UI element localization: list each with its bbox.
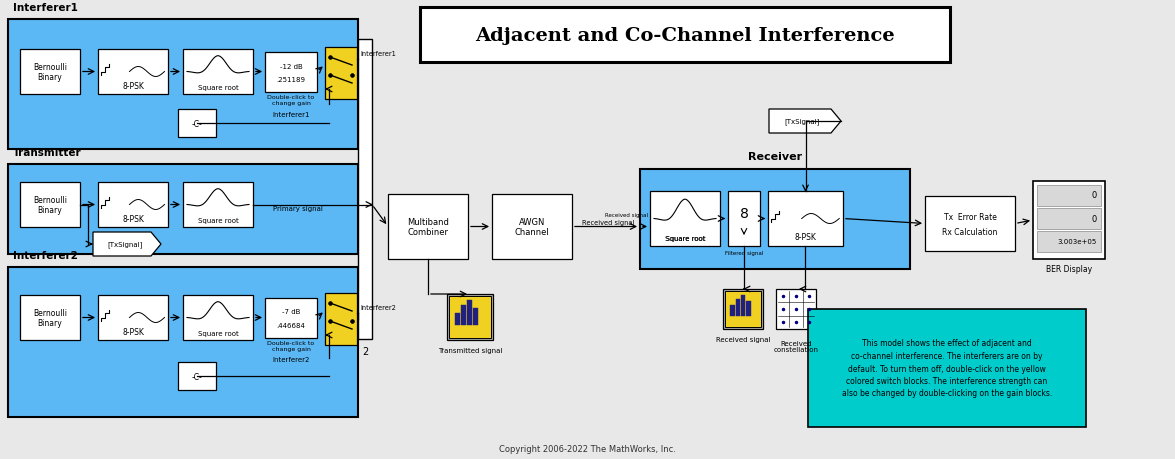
Text: 0: 0 xyxy=(1092,191,1097,200)
Bar xyxy=(266,298,317,338)
Text: Transmitted signal: Transmitted signal xyxy=(438,347,502,353)
Text: Primary signal: Primary signal xyxy=(273,205,323,211)
Text: 0: 0 xyxy=(1092,214,1097,223)
Text: Square root: Square root xyxy=(197,330,239,336)
Text: Received signal: Received signal xyxy=(716,336,771,342)
Text: -C-: -C- xyxy=(192,372,202,381)
Text: This model shows the effect of adjacent and
co-channel interference. The interfe: This model shows the effect of adjacent … xyxy=(841,339,1052,397)
Text: 8-PSK: 8-PSK xyxy=(122,82,143,91)
Bar xyxy=(325,48,357,100)
Bar xyxy=(462,306,466,326)
Text: Square root: Square root xyxy=(665,235,705,241)
Bar xyxy=(177,110,216,138)
Text: Interferer1: Interferer1 xyxy=(273,111,310,117)
Text: Received signal: Received signal xyxy=(582,219,634,225)
Bar xyxy=(455,313,461,326)
Bar xyxy=(358,40,372,339)
Polygon shape xyxy=(768,110,841,134)
Text: .446684: .446684 xyxy=(276,322,306,328)
Bar xyxy=(1038,231,1101,252)
Text: Interferer2: Interferer2 xyxy=(360,304,396,310)
Bar xyxy=(474,308,478,326)
Bar xyxy=(1038,208,1101,230)
Bar xyxy=(20,295,80,340)
Bar xyxy=(98,295,168,340)
Text: 8: 8 xyxy=(739,207,748,220)
Text: 3.003e+05: 3.003e+05 xyxy=(1058,239,1097,245)
Bar xyxy=(746,302,751,317)
Text: Filtered signal: Filtered signal xyxy=(725,250,764,255)
Bar xyxy=(183,295,253,340)
Text: Bernoulli
Binary: Bernoulli Binary xyxy=(33,196,67,215)
Text: 8-PSK: 8-PSK xyxy=(122,328,143,336)
Text: Double-click to
change gain: Double-click to change gain xyxy=(268,95,315,106)
Bar xyxy=(20,50,80,95)
Bar xyxy=(808,309,1086,427)
Bar xyxy=(1038,185,1101,207)
Bar xyxy=(741,295,745,317)
Bar xyxy=(725,291,761,327)
Text: Interferer2: Interferer2 xyxy=(273,357,310,363)
Text: Double-click to
change gain: Double-click to change gain xyxy=(268,341,315,351)
Text: Transmitter: Transmitter xyxy=(13,148,81,157)
Bar xyxy=(177,362,216,390)
Text: Adjacent and Co-Channel Interference: Adjacent and Co-Channel Interference xyxy=(475,27,895,45)
Text: .251189: .251189 xyxy=(276,77,306,83)
Text: Multiband
Combiner: Multiband Combiner xyxy=(407,217,449,237)
Text: Tx  Error Rate: Tx Error Rate xyxy=(944,213,996,222)
Text: Interferer1: Interferer1 xyxy=(360,51,396,57)
Bar xyxy=(492,195,572,259)
Bar xyxy=(468,301,472,326)
Bar xyxy=(266,52,317,92)
Bar xyxy=(419,8,951,63)
Bar xyxy=(8,268,358,417)
Bar xyxy=(1033,182,1104,259)
Text: BER Display: BER Display xyxy=(1046,265,1092,274)
Text: Square root: Square root xyxy=(197,218,239,224)
Polygon shape xyxy=(93,233,161,257)
Text: [TxSignal]: [TxSignal] xyxy=(107,241,142,248)
Text: Copyright 2006-2022 The MathWorks, Inc.: Copyright 2006-2022 The MathWorks, Inc. xyxy=(499,444,676,453)
Bar xyxy=(388,195,468,259)
Text: 8-PSK: 8-PSK xyxy=(122,215,143,224)
Bar xyxy=(183,183,253,228)
Bar xyxy=(650,191,720,246)
Bar xyxy=(449,297,491,338)
Text: 8-PSK: 8-PSK xyxy=(794,232,817,241)
Text: Interferer1: Interferer1 xyxy=(13,3,78,13)
Bar xyxy=(325,293,357,345)
Bar xyxy=(446,294,494,340)
Text: Interferer2: Interferer2 xyxy=(13,251,78,260)
Text: Received
constellation: Received constellation xyxy=(773,340,819,353)
Bar xyxy=(98,183,168,228)
Text: Rx Calculation: Rx Calculation xyxy=(942,228,998,237)
Bar xyxy=(736,299,740,317)
Text: -7 dB: -7 dB xyxy=(282,309,300,315)
Text: Bernoulli
Binary: Bernoulli Binary xyxy=(33,63,67,82)
Bar xyxy=(731,306,734,317)
Bar xyxy=(776,289,815,329)
Bar xyxy=(768,191,842,246)
Bar xyxy=(8,165,358,254)
Text: Square root: Square root xyxy=(197,85,239,91)
Text: Square root: Square root xyxy=(665,235,705,241)
Bar xyxy=(98,50,168,95)
Bar xyxy=(8,20,358,150)
Text: -C-: -C- xyxy=(192,119,202,128)
Bar xyxy=(723,289,763,329)
Text: AWGN
Channel: AWGN Channel xyxy=(515,217,550,237)
Text: Received signal: Received signal xyxy=(605,213,647,218)
Text: Receiver: Receiver xyxy=(748,151,803,162)
Bar xyxy=(925,196,1015,252)
Text: 2: 2 xyxy=(362,346,368,356)
Text: Bernoulli
Binary: Bernoulli Binary xyxy=(33,308,67,327)
Text: -12 dB: -12 dB xyxy=(280,63,302,69)
Bar xyxy=(728,191,760,246)
Bar xyxy=(20,183,80,228)
Text: [TxSignal]: [TxSignal] xyxy=(785,118,820,125)
Bar xyxy=(640,170,909,269)
Bar xyxy=(183,50,253,95)
